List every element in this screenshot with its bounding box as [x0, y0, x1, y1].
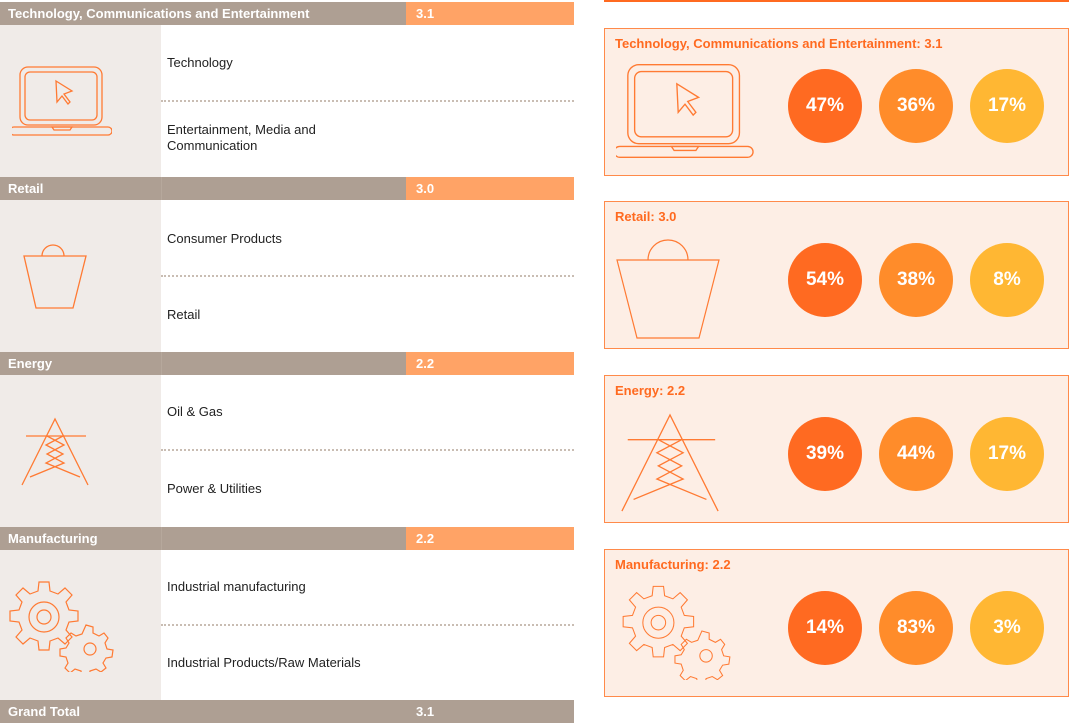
row-divider: [161, 100, 574, 102]
row-divider: [161, 275, 574, 277]
section-body-energy: Oil & Gas Power & Utilities: [0, 375, 574, 527]
panel-title: Manufacturing: 2.2: [615, 557, 731, 572]
section-title: Manufacturing: [8, 531, 98, 546]
shopping-bag-icon: [616, 239, 720, 339]
subsector-label: Oil & Gas: [167, 404, 223, 419]
section-header-energy: Energy 2.2: [0, 352, 574, 375]
percent-circle-3: 17%: [970, 69, 1044, 143]
percent-circle-1: 39%: [788, 417, 862, 491]
panel-title: Technology, Communications and Entertain…: [615, 36, 943, 51]
percent-circle-2: 36%: [879, 69, 953, 143]
gears-icon: [9, 581, 114, 672]
gears-icon: [622, 585, 731, 680]
percent-circle-1: 47%: [788, 69, 862, 143]
section-body-retail: Consumer Products Retail: [0, 200, 574, 352]
section-score: 3.1: [406, 2, 574, 25]
percent-circle-1: 54%: [788, 243, 862, 317]
grand-total-score: 3.1: [416, 704, 435, 719]
panel-retail: Retail: 3.0 54% 38% 8%: [604, 201, 1069, 349]
power-pylon-icon: [621, 413, 719, 512]
grand-total-label: Grand Total: [8, 704, 80, 719]
section-body-technology: Technology Entertainment, Media and Comm…: [0, 25, 574, 177]
percent-circle-2: 38%: [879, 243, 953, 317]
row-divider: [161, 624, 574, 626]
row-divider: [161, 449, 574, 451]
laptop-cursor-icon: [12, 66, 112, 136]
percent-circle-3: 3%: [970, 591, 1044, 665]
percent-circle-3: 8%: [970, 243, 1044, 317]
subsector-label: Entertainment, Media and Communication: [167, 122, 316, 153]
section-score: 3.0: [406, 177, 574, 200]
panel-manufacturing: Manufacturing: 2.2 14% 83% 3%: [604, 549, 1069, 697]
section-title: Energy: [8, 356, 53, 371]
percent-circle-1: 14%: [788, 591, 862, 665]
panel-energy: Energy: 2.2 39% 44% 17%: [604, 375, 1069, 523]
section-title: Retail: [8, 181, 44, 196]
laptop-cursor-icon: [616, 64, 754, 158]
section-header-technology: Technology, Communications and Entertain…: [0, 2, 574, 25]
section-score: 2.2: [406, 352, 574, 375]
subsector-label: Technology: [167, 55, 233, 70]
percent-circle-2: 83%: [879, 591, 953, 665]
subsector-label: Consumer Products: [167, 231, 282, 246]
panel-title: Energy: 2.2: [615, 383, 686, 398]
section-header-manufacturing: Manufacturing 2.2: [0, 527, 574, 550]
power-pylon-icon: [21, 417, 89, 486]
subsector-label: Retail: [167, 307, 201, 322]
top-rule: [604, 0, 1069, 2]
percent-circle-3: 17%: [970, 417, 1044, 491]
section-header-retail: Retail 3.0: [0, 177, 574, 200]
grand-total-row: Grand Total 3.1: [0, 700, 574, 723]
subsector-label: Industrial manufacturing: [167, 579, 306, 594]
section-title: Technology, Communications and Entertain…: [8, 6, 310, 21]
panel-technology: Technology, Communications and Entertain…: [604, 28, 1069, 176]
panel-title: Retail: 3.0: [615, 209, 677, 224]
subsector-label: Power & Utilities: [167, 481, 262, 496]
shopping-bag-icon: [23, 244, 87, 309]
section-score: 2.2: [406, 527, 574, 550]
subsector-label: Industrial Products/Raw Materials: [167, 655, 361, 670]
section-body-manufacturing: Industrial manufacturing Industrial Prod…: [0, 550, 574, 700]
percent-circle-2: 44%: [879, 417, 953, 491]
